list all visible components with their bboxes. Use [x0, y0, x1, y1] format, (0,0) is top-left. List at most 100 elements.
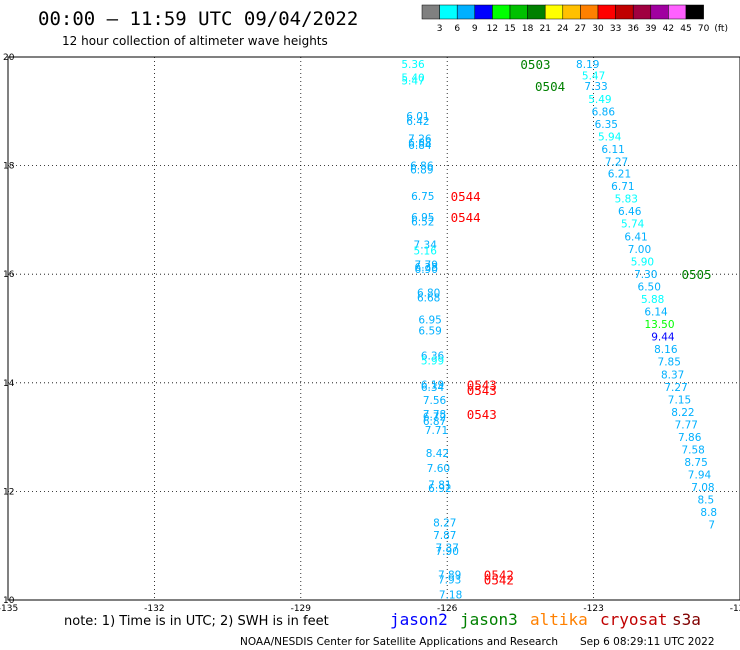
- x-tick-label: -129: [291, 604, 312, 614]
- wave-height-point: 5.74: [621, 219, 645, 231]
- wave-height-point: 7.85: [658, 357, 681, 369]
- chart-subtitle: 12 hour collection of altimeter wave hei…: [62, 34, 328, 48]
- wave-height-point: 7.71: [425, 425, 448, 437]
- colorbar-swatch: [597, 4, 616, 20]
- time-label: 0544: [451, 189, 481, 204]
- colorbar-swatch: [685, 4, 704, 20]
- satellite-legend-item: jason2: [390, 610, 448, 629]
- wave-height-point: 6.89: [410, 164, 433, 176]
- wave-height-point: 7.18: [439, 590, 462, 602]
- colorbar-swatch: [474, 4, 493, 20]
- wave-height-point: 7: [708, 520, 715, 532]
- y-tick-label: 16: [3, 270, 15, 280]
- colorbar-label: 6: [454, 24, 460, 34]
- satellite-legend-item: jason3: [460, 610, 518, 629]
- time-label: 0505: [681, 267, 711, 282]
- colorbar-swatch: [632, 4, 652, 20]
- wave-height-point: 8.27: [433, 517, 456, 529]
- time-label: 0504: [535, 79, 565, 94]
- wave-height-point: 6.90: [415, 264, 438, 276]
- wave-height-point: 6.68: [417, 293, 440, 305]
- color-legend: 3 6 9 12 15 18 21 24 27 30 33 36 39 42 45 70 (ft): [421, 4, 728, 34]
- wave-height-point: 5.36: [401, 59, 425, 71]
- wave-height-point: 8.22: [671, 407, 694, 419]
- colorbar-label: 39: [645, 24, 657, 34]
- wave-height-point: 6.88: [408, 137, 431, 149]
- wave-height-point: 6.41: [624, 232, 647, 244]
- wave-height-point: 6.14: [644, 307, 668, 319]
- wave-height-point: 7.77: [675, 420, 698, 432]
- wave-height-point: 6.80: [417, 288, 440, 300]
- wave-height-point: 7.56: [423, 395, 447, 407]
- wave-height-point: 6.21: [608, 169, 631, 181]
- wave-height-point: 6.86: [410, 161, 434, 173]
- wave-height-point: 6.75: [411, 191, 434, 203]
- wave-height-point: 7.90: [436, 546, 459, 558]
- y-tick-label: 18: [3, 162, 15, 172]
- colorbar-label: 3: [437, 24, 443, 34]
- footer-note: note: 1) Time is in UTC; 2) SWH is in fe…: [64, 614, 329, 629]
- wave-height-point: 7.27: [605, 156, 628, 168]
- wave-height-point: 6.86: [592, 106, 616, 118]
- y-tick-label: 10: [3, 596, 15, 606]
- wave-height-point: 7.94: [688, 470, 712, 482]
- wave-height-point: 7.58: [681, 445, 704, 457]
- wave-height-point: 6.92: [428, 483, 451, 495]
- colorbar-label: 24: [557, 24, 569, 34]
- wave-height-point: 6.34: [421, 382, 445, 394]
- satellite-legend: jason2 jason3 altika cryosat s3a: [390, 610, 701, 629]
- colorbar-swatch: [562, 4, 581, 20]
- wave-height-point: 8.42: [426, 448, 449, 460]
- plot-frame: [7, 56, 740, 601]
- x-tick-label: -132: [144, 604, 164, 614]
- wave-height-point: 7.79: [415, 259, 438, 271]
- wave-height-point: 7.86: [678, 432, 702, 444]
- plot-grid: [8, 57, 740, 600]
- wave-height-point: 8.75: [684, 457, 707, 469]
- wave-height-point: 6.42: [406, 116, 429, 128]
- colorbar-label: 18: [522, 24, 534, 34]
- wave-height-point: 6.11: [601, 144, 624, 156]
- colorbar-label: (ft): [714, 24, 728, 34]
- colorbar-swatch: [456, 4, 476, 20]
- wave-height-point: 6.95: [418, 314, 441, 326]
- wave-height-point: 7.33: [584, 81, 607, 93]
- colorbar-label: 12: [487, 24, 498, 34]
- colorbar-label: 15: [504, 24, 515, 34]
- colorbar-swatch: [421, 4, 440, 20]
- colorbar-label: 42: [663, 24, 674, 34]
- axis-ticks: -135 -132 -129 -126 -123 -120 10 12 14 16 18 20: [0, 53, 740, 614]
- colorbar-label: 21: [539, 24, 550, 34]
- wave-height-point: 5.49: [588, 94, 611, 106]
- colorbar-label: 9: [472, 24, 478, 34]
- wave-height-point: 7.78: [423, 409, 446, 421]
- wave-height-point: 7.87: [433, 530, 456, 542]
- wave-height-point: 7.08: [691, 482, 714, 494]
- wave-height-point: 6.87: [423, 416, 446, 428]
- wave-height-point: 5.47: [582, 70, 605, 82]
- y-tick-label: 14: [3, 379, 15, 389]
- wave-height-point: 7.27: [664, 382, 687, 394]
- wave-height-point: 5.16: [414, 245, 438, 257]
- wave-height-point: 6.72: [423, 411, 446, 423]
- colorbar-label: 70: [698, 24, 710, 34]
- wave-height-point: 5.47: [401, 75, 424, 87]
- wave-height-point: 6.46: [618, 206, 642, 218]
- wave-height-point: 8.19: [576, 59, 599, 71]
- colorbar-swatch: [544, 4, 564, 20]
- wave-height-point: 5.90: [631, 257, 654, 269]
- wave-height-point: 6.19: [421, 379, 444, 391]
- colorbar-swatch: [668, 4, 687, 20]
- time-label: 0542: [484, 567, 514, 582]
- wave-height-point: 7.37: [436, 542, 459, 554]
- colorbar-label: 45: [680, 24, 691, 34]
- wave-height-point: 5.88: [641, 294, 664, 306]
- time-label: 0543: [467, 407, 497, 422]
- x-tick-label: -126: [437, 604, 458, 614]
- wave-height-point: 6.59: [418, 326, 441, 338]
- wave-height-point: 5.99: [421, 356, 444, 368]
- colorbar-swatch: [650, 4, 669, 20]
